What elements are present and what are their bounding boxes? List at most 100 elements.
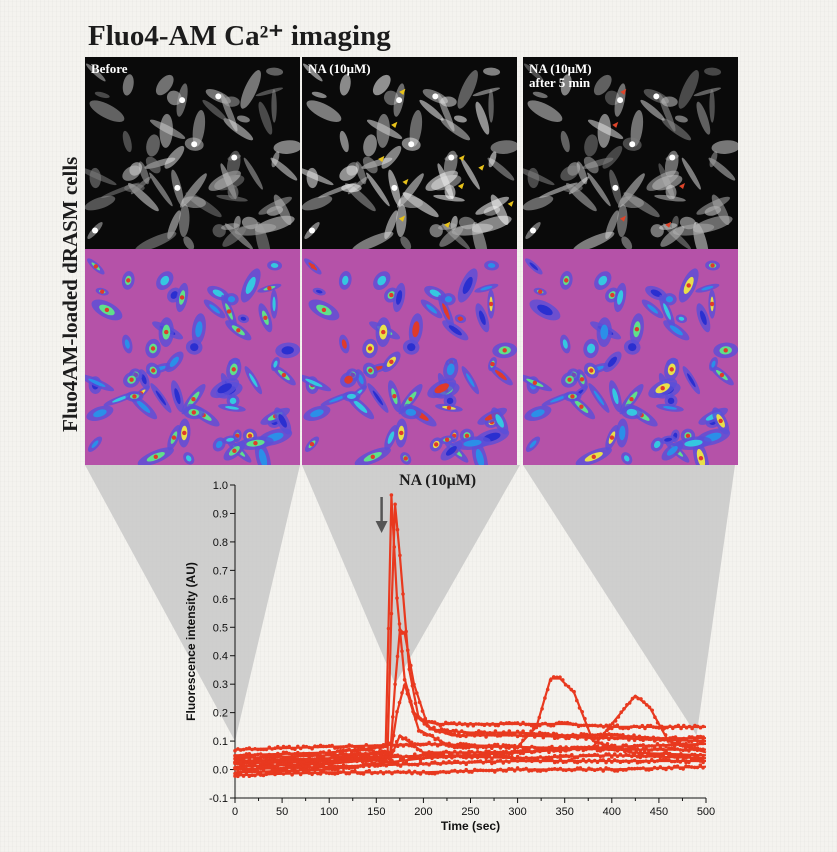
data-point	[401, 756, 406, 760]
data-point	[490, 744, 494, 748]
data-point	[547, 733, 551, 737]
data-point	[397, 700, 402, 705]
data-point	[353, 764, 357, 769]
data-point	[330, 767, 334, 772]
data-point	[644, 737, 648, 741]
data-point	[627, 701, 632, 705]
data-point	[253, 747, 257, 751]
data-point	[592, 768, 597, 772]
y-tick-label: 0.2	[213, 708, 228, 720]
data-point	[561, 747, 566, 751]
data-point	[601, 725, 606, 729]
data-point	[333, 764, 337, 769]
data-point	[610, 726, 614, 731]
data-point	[578, 735, 583, 739]
data-point	[605, 728, 609, 733]
data-point	[687, 744, 691, 748]
data-point	[273, 772, 277, 777]
data-point	[458, 754, 463, 759]
data-point	[273, 746, 277, 750]
data-point	[364, 762, 369, 767]
data-point	[460, 729, 464, 733]
data-point	[684, 764, 688, 768]
data-point	[250, 747, 254, 752]
data-point	[570, 757, 574, 762]
data-point	[521, 751, 526, 756]
data-point	[484, 735, 488, 739]
series-line	[233, 763, 707, 779]
data-point	[247, 754, 252, 758]
data-point	[598, 749, 603, 753]
data-point	[612, 724, 617, 729]
data-point	[380, 751, 384, 756]
data-point	[421, 756, 426, 760]
data-point	[621, 743, 625, 748]
data-point	[624, 743, 628, 747]
data-point	[475, 768, 480, 773]
data-point	[663, 733, 668, 737]
data-point	[467, 770, 471, 774]
data-point	[261, 773, 266, 778]
data-point	[441, 722, 445, 727]
data-point	[364, 743, 369, 747]
data-point	[479, 722, 484, 727]
data-point	[672, 737, 677, 741]
data-point	[701, 766, 705, 770]
data-point	[258, 766, 263, 771]
y-tick-label: 0.3	[213, 679, 228, 691]
data-point	[581, 735, 586, 739]
data-point	[695, 755, 700, 760]
data-point	[395, 744, 400, 748]
data-point	[347, 765, 352, 769]
arrowhead-marker	[402, 178, 409, 185]
data-point	[655, 747, 660, 752]
data-point	[393, 744, 397, 748]
data-point	[421, 742, 426, 747]
data-point	[373, 770, 377, 775]
data-point	[250, 769, 254, 774]
data-point	[538, 723, 542, 728]
data-point	[244, 767, 249, 772]
data-point	[669, 746, 674, 750]
data-point	[570, 745, 574, 750]
x-tick-label: 350	[556, 806, 574, 818]
data-point	[444, 731, 448, 735]
data-point	[238, 753, 243, 758]
arrowhead-marker	[619, 215, 626, 222]
data-point	[484, 768, 489, 773]
data-point	[695, 739, 700, 743]
data-point	[287, 762, 292, 766]
data-point	[424, 753, 429, 757]
data-point	[404, 754, 409, 759]
data-point	[333, 772, 337, 776]
data-point	[450, 761, 454, 765]
data-point	[301, 753, 306, 758]
data-point	[406, 738, 411, 743]
data-point	[310, 746, 314, 751]
data-point	[449, 721, 454, 725]
data-point	[290, 759, 294, 763]
data-point	[441, 769, 446, 774]
series-line	[233, 493, 706, 759]
data-point	[455, 742, 460, 747]
data-point	[512, 732, 517, 737]
data-point	[313, 765, 317, 769]
data-point	[701, 738, 705, 743]
data-point	[347, 757, 352, 761]
data-point	[453, 754, 457, 758]
y-tick-label: 0.4	[213, 651, 228, 663]
data-point	[558, 734, 563, 739]
data-point	[464, 746, 468, 750]
data-point	[647, 760, 651, 764]
data-point	[544, 758, 548, 763]
x-tick-label: 100	[320, 806, 338, 818]
data-point	[487, 743, 491, 748]
data-point	[493, 760, 497, 765]
data-point	[318, 753, 323, 758]
data-point	[236, 774, 240, 779]
data-point	[675, 742, 680, 746]
data-point	[364, 757, 369, 761]
data-point	[330, 743, 334, 748]
data-point	[521, 746, 526, 751]
data-point	[492, 733, 497, 737]
